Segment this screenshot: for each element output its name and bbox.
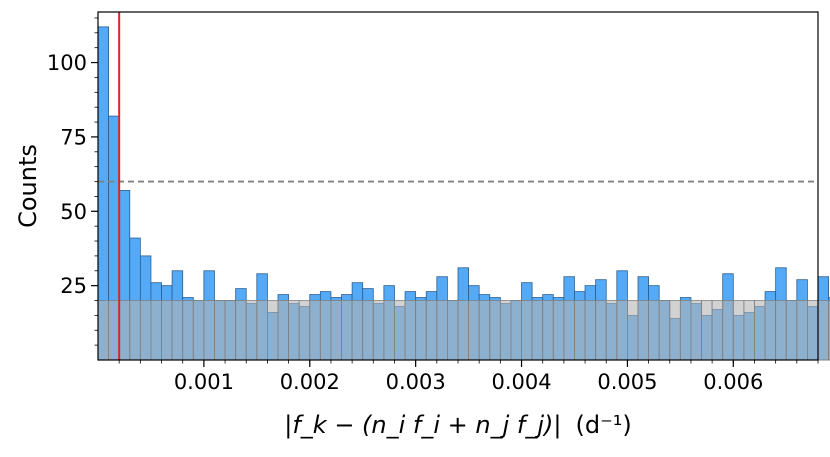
x-tick-label: 0.002 [280,370,340,394]
reference-histogram-bar [245,300,258,361]
reference-histogram-bar [415,300,427,361]
reference-histogram-bar [510,300,522,361]
reference-histogram-bar [627,300,639,361]
x-tick-label: 0.005 [597,370,657,394]
reference-histogram-bar [404,300,417,361]
reference-histogram-bar [595,300,607,361]
reference-histogram-bar [235,300,247,361]
x-tick-label: 0.003 [386,370,446,394]
reference-histogram-bar [171,300,184,361]
tick-labels: 0.001 0.002 0.003 0.004 0.005 0.006 25 50 75 100 [47,51,763,394]
reference-histogram-bar [267,300,279,361]
reference-histogram-bar [319,300,332,361]
reference-histogram-bar [330,300,342,361]
reference-histogram-bar [224,300,237,361]
reference-histogram-bar [309,300,321,361]
reference-histogram-bar [669,300,681,361]
y-tick-label: 100 [47,51,87,75]
bars-layer [97,26,830,361]
reference-histogram-bar [288,300,300,361]
reference-histogram-bar [764,300,777,361]
reference-histogram-bar [521,300,533,361]
reference-histogram-bar [394,300,406,361]
reference-histogram-bar [754,300,766,361]
x-tick-label: 0.004 [491,370,551,394]
reference-histogram-bar [690,300,702,361]
reference-histogram-bar [775,300,787,361]
reference-histogram-bar [298,300,311,361]
x-axis-label: |f_k − (n_i f_i + n_j f_j)| (d⁻¹) [284,411,631,439]
x-tick-label: 0.001 [174,370,234,394]
reference-histogram-bar [192,300,205,361]
reference-histogram-bar [161,300,173,361]
y-tick-label: 75 [60,125,87,149]
reference-histogram-bar [256,300,268,361]
reference-histogram-bar [531,300,544,361]
reference-histogram-bar [383,300,395,361]
y-tick-label: 25 [60,274,87,298]
reference-histogram-bar [139,300,152,361]
reference-histogram-bar [447,300,459,361]
reference-histogram-bar [563,300,575,361]
reference-histogram-bar [499,300,512,361]
reference-histogram-bar [828,300,830,361]
reference-histogram-bar [743,300,755,361]
reference-histogram-bar [203,300,215,361]
x-axis-label-math: |f_k − (n_i f_i + n_j f_j)| [284,411,561,439]
reference-histogram-bar [150,300,162,361]
reference-histogram-bar [637,300,649,361]
reference-histogram-bar [732,300,745,361]
reference-histogram-bar [616,300,628,361]
x-tick-label: 0.006 [703,370,763,394]
reference-histogram-bar [701,300,713,361]
y-axis-label: Counts [14,144,42,228]
reference-histogram-bar [605,300,618,361]
reference-histogram-bar [796,300,808,361]
reference-histogram-bar [341,300,353,361]
reference-histogram-bar [436,300,448,361]
axes [91,11,819,367]
reference-histogram-bar [277,300,289,361]
reference-histogram-bar [108,300,120,361]
reference-histogram-bar [722,300,734,361]
reference-histogram-bar [679,300,692,361]
reference-histogram-bar [118,300,131,361]
reference-lines [98,12,818,360]
reference-histogram-bar [552,300,565,361]
reference-histogram-bar [648,300,660,361]
reference-histogram-bar [785,300,798,361]
x-axis-label-units: (d⁻¹) [575,411,631,439]
reference-histogram-bar [574,300,586,361]
reference-histogram-bar [542,300,554,361]
reference-histogram-bar [351,300,364,361]
reference-histogram-bar [584,300,597,361]
reference-histogram-bar [658,300,671,361]
reference-histogram-bar [372,300,385,361]
reference-histogram-bar [711,300,724,361]
reference-histogram-bar [817,300,829,361]
reference-histogram-bar [97,300,109,361]
reference-histogram-bar [362,300,374,361]
reference-histogram-bar [214,300,226,361]
reference-histogram-bar [489,300,501,361]
y-tick-label: 50 [60,200,87,224]
reference-histogram-bar [807,300,819,361]
reference-histogram-bar [129,300,141,361]
reference-histogram-bar [425,300,438,361]
reference-histogram-bar [457,300,469,361]
reference-histogram-bar [468,300,480,361]
reference-histogram-bar [182,300,194,361]
reference-histogram-bar [478,300,491,361]
